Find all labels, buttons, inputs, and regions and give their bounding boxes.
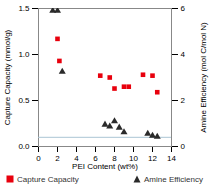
svg-text:0: 0 xyxy=(36,154,41,163)
svg-text:PEI Content (wt%): PEI Content (wt%) xyxy=(72,162,138,171)
svg-text:6: 6 xyxy=(93,154,98,164)
html-text:Capture Capacity: Capture Capacity xyxy=(17,174,79,184)
svg-text:Amine Efficiency (mol C/mol N): Amine Efficiency (mol C/mol N) xyxy=(199,22,208,133)
svg-text:2: 2 xyxy=(181,96,186,105)
svg-text:6: 6 xyxy=(181,4,186,13)
svg-text:0.0: 0.0 xyxy=(18,142,30,151)
svg-text:4: 4 xyxy=(74,154,79,164)
svg-text:0.5: 0.5 xyxy=(18,96,30,105)
svg-text:4: 4 xyxy=(181,50,186,59)
svg-text:2: 2 xyxy=(55,154,60,163)
svg-text:Capture Capacity (mmol/g): Capture Capacity (mmol/g) xyxy=(3,29,12,125)
svg-text:0: 0 xyxy=(181,142,186,151)
svg-text:1.0: 1.0 xyxy=(18,50,30,59)
svg-text:12: 12 xyxy=(148,154,157,163)
html-text:Amine Efficiency: Amine Efficiency xyxy=(144,174,203,184)
svg-text:10: 10 xyxy=(129,154,138,164)
svg-text:1.5: 1.5 xyxy=(18,4,30,13)
svg-text:14: 14 xyxy=(167,154,176,163)
svg-text:8: 8 xyxy=(112,154,117,164)
